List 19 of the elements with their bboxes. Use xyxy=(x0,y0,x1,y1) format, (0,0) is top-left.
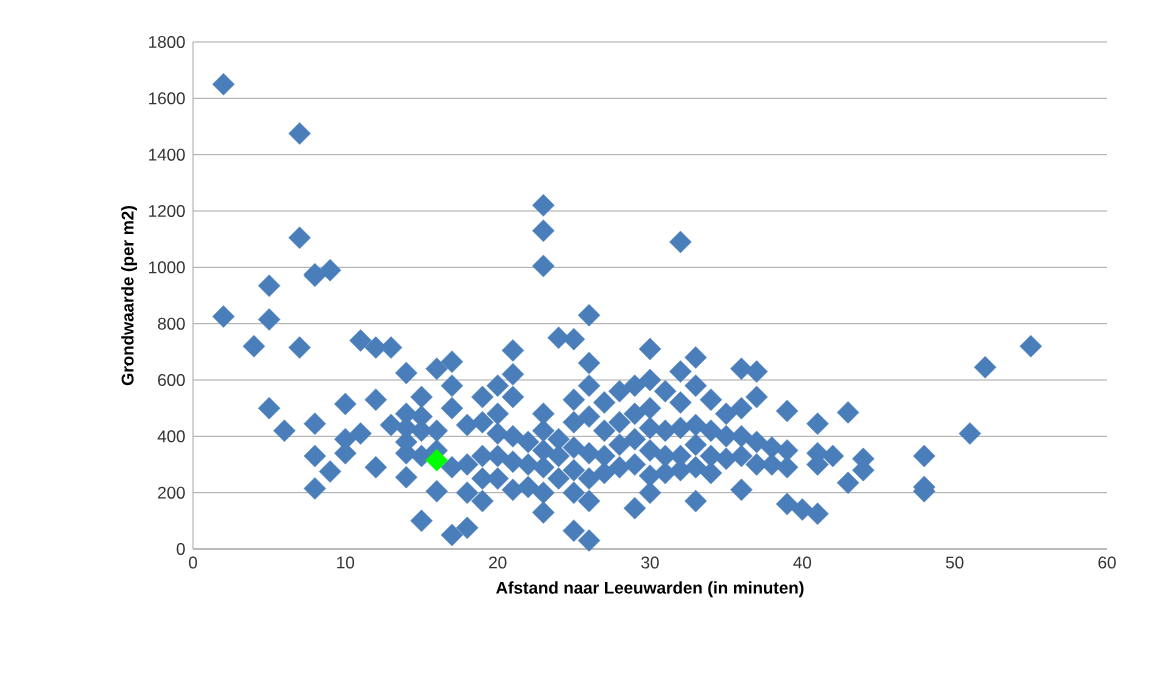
x-tick-label: 30 xyxy=(641,556,659,569)
x-tick-label: 20 xyxy=(489,556,507,569)
y-tick-label: 0 xyxy=(176,543,185,555)
y-tick-label: 800 xyxy=(157,317,185,330)
x-tick-label: 10 xyxy=(337,556,355,569)
y-tick-label: 1000 xyxy=(149,261,185,274)
x-axis-title: Afstand naar Leeuwarden (in minuten) xyxy=(496,581,804,598)
y-axis-title: Grondwaarde (per m2) xyxy=(121,206,137,386)
y-tick-label: 600 xyxy=(158,374,185,386)
y-tick-label: 200 xyxy=(158,486,185,499)
x-tick-label: 0 xyxy=(188,556,198,569)
x-tick-label: 60 xyxy=(1098,556,1116,569)
y-tick-label: 1400 xyxy=(149,148,185,161)
y-tick-label: 1800 xyxy=(149,35,185,48)
y-tick-label: 1600 xyxy=(149,92,185,105)
x-tick-label: 50 xyxy=(945,556,964,569)
y-tick-label: 1200 xyxy=(149,205,185,217)
y-tick-label: 400 xyxy=(157,430,185,443)
x-tick-label: 40 xyxy=(793,556,812,569)
